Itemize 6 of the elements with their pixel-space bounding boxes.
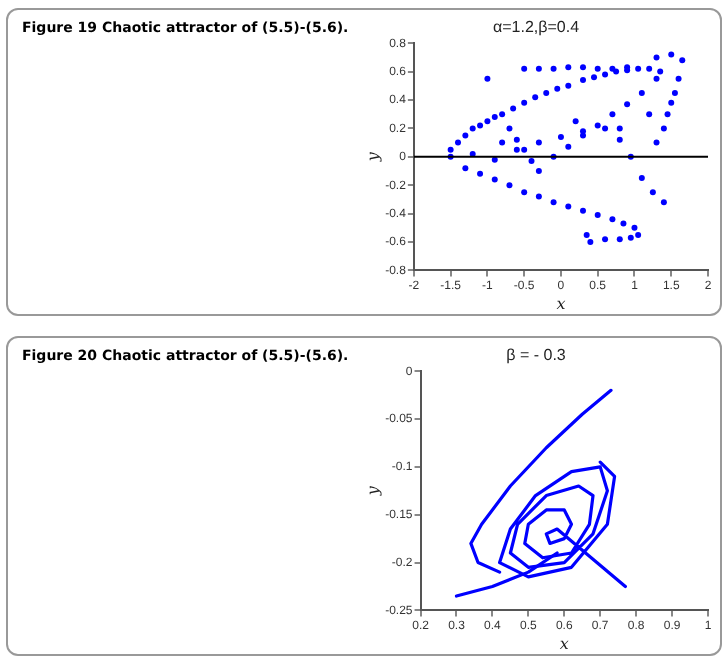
x-axis-title: x bbox=[559, 634, 570, 653]
y-axis-title: y bbox=[363, 485, 382, 498]
x-axis-title: x bbox=[556, 294, 567, 313]
chart-title: β = - 0.3 bbox=[506, 346, 567, 365]
y-axis-title: y bbox=[363, 151, 382, 164]
chart-title: α=1.2,β=0.4 bbox=[492, 18, 581, 37]
